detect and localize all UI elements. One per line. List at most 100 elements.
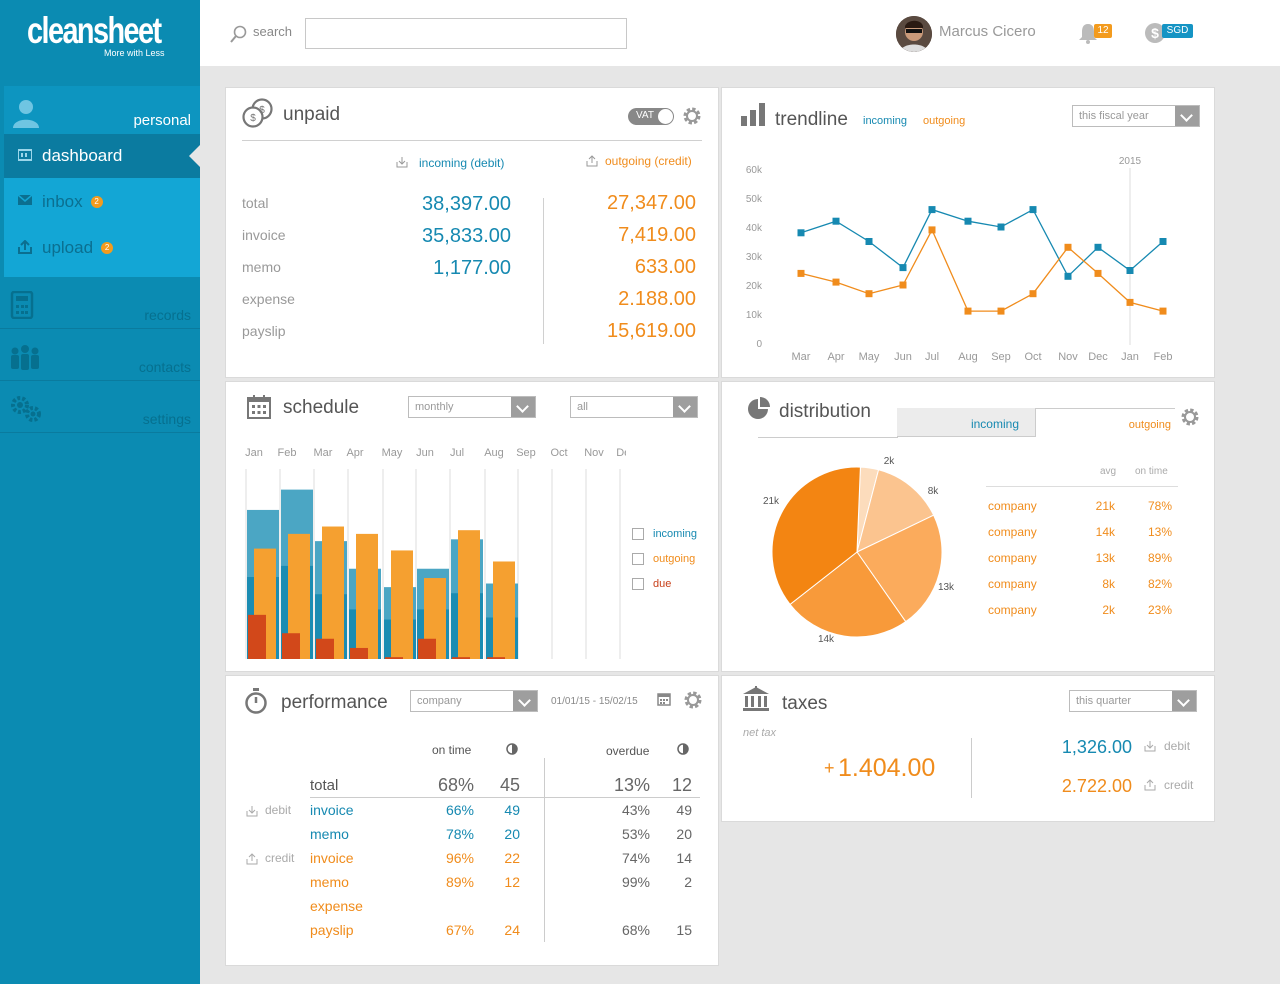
avatar[interactable] xyxy=(896,16,932,52)
data-point-incoming[interactable] xyxy=(832,217,840,225)
vat-toggle[interactable]: VAT xyxy=(628,108,674,125)
data-point-outgoing[interactable] xyxy=(928,226,936,234)
ontime-count: 20 xyxy=(504,826,520,842)
sidebar-item-label: upload xyxy=(42,238,94,257)
debit-value: 1,326.00 xyxy=(1061,737,1132,757)
performance-panel: performance company 01/01/15 - 15/02/15 … xyxy=(225,675,719,966)
row-label: expense xyxy=(242,291,295,307)
period-dropdown[interactable]: this fiscal year xyxy=(1072,105,1200,127)
sidebar-section-records[interactable]: records xyxy=(0,277,200,329)
bar-outgoing[interactable] xyxy=(288,533,310,659)
data-point-outgoing[interactable] xyxy=(797,269,805,277)
period-dropdown[interactable]: this quarter xyxy=(1069,690,1197,712)
data-point-incoming[interactable] xyxy=(1126,267,1134,274)
bar-due[interactable] xyxy=(418,638,436,659)
net-tax-value: 1.404.00 xyxy=(838,754,936,782)
bell-icon[interactable] xyxy=(1077,22,1099,44)
company-dropdown[interactable]: company xyxy=(410,690,538,712)
row-label: expense xyxy=(310,898,363,914)
bar-outgoing[interactable] xyxy=(391,550,413,659)
bar-due[interactable] xyxy=(350,647,368,659)
data-point-incoming[interactable] xyxy=(997,223,1005,231)
data-point-incoming[interactable] xyxy=(797,229,805,237)
bar-outgoing[interactable] xyxy=(458,530,480,659)
half-circle-icon xyxy=(506,743,518,755)
data-point-outgoing[interactable] xyxy=(1064,243,1072,251)
half-circle-icon xyxy=(677,743,689,755)
data-point-incoming[interactable] xyxy=(928,206,936,214)
bar-due[interactable] xyxy=(282,633,300,659)
date-range[interactable]: 01/01/15 - 15/02/15 xyxy=(551,696,638,707)
data-point-outgoing[interactable] xyxy=(1126,298,1134,306)
panel-title: unpaid xyxy=(283,104,341,125)
data-point-outgoing[interactable] xyxy=(832,278,840,286)
gear-icon[interactable] xyxy=(682,106,702,126)
bar-outgoing[interactable] xyxy=(493,561,515,659)
column-divider xyxy=(544,758,545,942)
sidebar-item-inbox[interactable]: inbox 2 xyxy=(4,180,200,224)
total-overdue-count: 12 xyxy=(671,775,692,795)
data-point-outgoing[interactable] xyxy=(1159,307,1167,315)
bar-outgoing[interactable] xyxy=(356,533,378,659)
data-point-incoming[interactable] xyxy=(1029,206,1037,214)
sidebar-section-settings[interactable]: settings xyxy=(0,381,200,433)
pie-slice[interactable] xyxy=(856,514,943,623)
inbox-badge: 2 xyxy=(90,196,103,208)
data-point-incoming[interactable] xyxy=(964,217,972,225)
tab-incoming[interactable]: incoming xyxy=(897,408,1035,437)
data-point-incoming[interactable] xyxy=(865,238,873,245)
sidebar-item-upload[interactable]: upload 2 xyxy=(4,226,200,270)
ontime-value: 13% xyxy=(1147,525,1172,539)
data-point-incoming[interactable] xyxy=(899,264,907,272)
bar-due[interactable] xyxy=(487,657,505,659)
search-input[interactable] xyxy=(305,18,627,49)
bar-due[interactable] xyxy=(248,614,266,659)
pie-slice-label: 13k xyxy=(938,582,955,593)
legend-outgoing[interactable]: outgoing xyxy=(923,115,966,127)
ontime-pct: 67% xyxy=(445,922,474,938)
period-dropdown[interactable]: monthly xyxy=(408,396,536,418)
panel-title: distribution xyxy=(779,401,871,422)
x-tick-label: Jun xyxy=(894,351,912,363)
trendline-panel: trendline incoming outgoing this fiscal … xyxy=(721,87,1215,378)
data-point-outgoing[interactable] xyxy=(1094,269,1102,277)
x-tick-label: Feb xyxy=(278,447,297,459)
gear-icon[interactable] xyxy=(683,690,703,710)
sidebar-item-label: inbox xyxy=(42,192,83,211)
ontime-pct: 66% xyxy=(445,802,474,818)
legend-incoming[interactable]: incoming xyxy=(863,115,908,127)
pie-slice[interactable] xyxy=(771,466,861,606)
bar-due[interactable] xyxy=(316,638,334,659)
sidebar-item-dashboard[interactable]: dashboard xyxy=(4,134,200,178)
personal-header[interactable]: personal xyxy=(4,86,200,134)
user-name[interactable]: Marcus Cicero xyxy=(939,23,1036,40)
pie-slice[interactable] xyxy=(856,469,935,553)
bar-due[interactable] xyxy=(452,657,470,659)
data-point-incoming[interactable] xyxy=(1159,238,1167,245)
overdue-count: 14 xyxy=(676,850,692,866)
data-point-incoming[interactable] xyxy=(1064,272,1072,280)
sidebar-section-contacts[interactable]: contacts xyxy=(0,329,200,381)
tab-outgoing[interactable]: outgoing xyxy=(1035,408,1175,437)
data-point-outgoing[interactable] xyxy=(1029,290,1037,298)
calendar-icon[interactable] xyxy=(657,692,671,706)
data-point-outgoing[interactable] xyxy=(899,281,907,289)
government-building-icon xyxy=(743,686,769,711)
gear-icon[interactable] xyxy=(1180,407,1200,427)
dollar-icon[interactable]: $ xyxy=(1144,22,1166,44)
data-point-outgoing[interactable] xyxy=(964,307,972,315)
data-point-outgoing[interactable] xyxy=(865,290,873,298)
data-point-outgoing[interactable] xyxy=(997,307,1005,315)
panel-title: schedule xyxy=(283,397,360,418)
data-point-incoming[interactable] xyxy=(1094,243,1102,251)
filter-dropdown[interactable]: all xyxy=(570,396,698,418)
pie-slice[interactable] xyxy=(789,551,907,638)
logo[interactable]: cleansheet More with Less xyxy=(0,0,200,66)
panel-title: taxes xyxy=(782,693,828,714)
x-tick-label: Sep xyxy=(991,351,1011,363)
svg-text:$: $ xyxy=(259,105,265,116)
x-tick-label: Aug xyxy=(958,351,978,363)
download-icon xyxy=(246,806,258,817)
bar-outgoing[interactable] xyxy=(322,526,344,659)
bar-due[interactable] xyxy=(385,657,403,659)
